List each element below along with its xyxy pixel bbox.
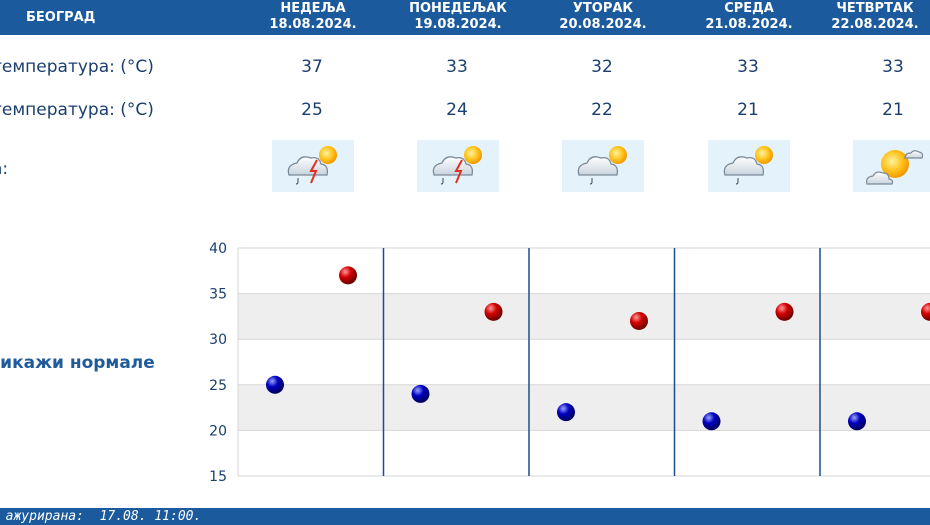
day-header-4: ЧЕТВРТАК 22.08.2024.	[810, 1, 930, 33]
y-tick-label: 40	[209, 241, 227, 257]
day-header-3: СРЕДА 21.08.2024.	[684, 1, 814, 33]
min-temp-value: 25	[301, 100, 323, 120]
y-tick-label: 25	[209, 378, 227, 394]
y-tick-label: 15	[209, 469, 227, 481]
weather-icon-0	[272, 140, 354, 192]
grid-band	[238, 293, 930, 340]
max-temp-point	[921, 302, 930, 321]
day-header-0: НЕДЕЉА 18.08.2024.	[248, 1, 378, 33]
update-time-text: а ажурирана: 17.08. 11:00.	[0, 509, 202, 524]
min-temp-value: 24	[446, 100, 468, 120]
day-date: 21.08.2024.	[705, 17, 793, 32]
cloud-sun-light-rain-icon	[723, 146, 773, 185]
day-name: НЕДЕЉА	[280, 1, 346, 16]
day-name: ПОНЕДЕЉАК	[409, 1, 507, 16]
weather-icon-3	[708, 140, 790, 192]
weather-icon-1	[417, 140, 499, 192]
max-temp-point	[339, 266, 357, 285]
max-temp-label: температура: (°C)	[0, 57, 154, 77]
max-temp-point	[775, 302, 794, 321]
temperature-chart: 15 20 25 30 35 40	[209, 241, 930, 481]
min-temp-value: 21	[882, 100, 904, 120]
min-temp-point	[702, 412, 721, 431]
min-temp-point	[411, 384, 430, 403]
day-header-2: УТОРАК 20.08.2024.	[538, 1, 668, 33]
weather-label: а:	[0, 159, 9, 179]
day-date: 20.08.2024.	[559, 17, 647, 32]
day-date: 19.08.2024.	[414, 17, 502, 32]
weather-icon-2	[562, 140, 644, 192]
max-temp-value: 33	[446, 57, 468, 77]
max-temp-point	[630, 311, 648, 330]
city-name: БЕОГРАД	[26, 10, 96, 25]
min-temp-label: температура: (°C)	[0, 100, 154, 120]
day-header-1: ПОНЕДЕЉАК 19.08.2024.	[393, 1, 523, 33]
day-name: ЧЕТВРТАК	[836, 1, 914, 16]
max-temp-value: 33	[737, 57, 759, 77]
weather-icon-4	[853, 140, 930, 192]
y-tick-label: 30	[209, 332, 227, 348]
show-normals-link[interactable]: рикажи нормале	[0, 353, 155, 373]
y-tick-label: 35	[209, 287, 227, 303]
max-temp-value: 32	[591, 57, 613, 77]
y-tick-label: 20	[209, 423, 227, 439]
max-temp-point	[484, 302, 503, 321]
min-temp-value: 21	[737, 100, 759, 120]
cloud-sun-rain-lightning-icon	[432, 146, 482, 185]
day-date: 22.08.2024.	[831, 17, 919, 32]
day-date: 18.08.2024.	[269, 17, 357, 32]
sun-clouds-icon	[866, 150, 924, 185]
day-name: СРЕДА	[724, 1, 774, 16]
grid-band	[238, 384, 930, 431]
update-footer: а ажурирана: 17.08. 11:00.	[0, 508, 930, 525]
forecast-header: БЕОГРАД НЕДЕЉА 18.08.2024. ПОНЕДЕЉАК 19.…	[0, 0, 930, 35]
min-temp-point	[848, 412, 866, 431]
min-temp-value: 22	[591, 100, 613, 120]
min-temp-point	[266, 375, 284, 394]
day-name: УТОРАК	[572, 1, 634, 16]
max-temp-value: 37	[301, 57, 323, 77]
cloud-sun-light-rain-icon	[577, 146, 627, 185]
min-temp-point	[557, 403, 575, 422]
max-temp-value: 33	[882, 57, 904, 77]
cloud-sun-rain-lightning-icon	[287, 146, 337, 185]
